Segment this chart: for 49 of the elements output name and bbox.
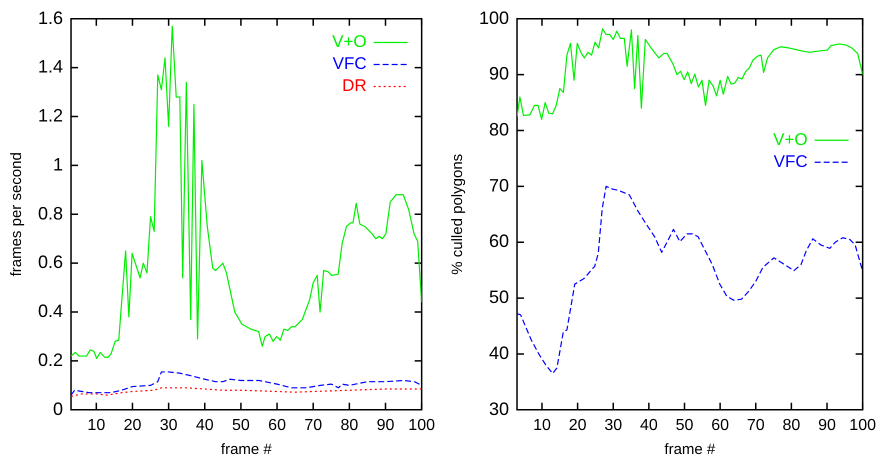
y-tick-label: 1.6 [38, 8, 64, 28]
x-tick-label: 90 [376, 416, 395, 434]
y-tick-label: 100 [478, 8, 510, 28]
legend-label: V+O [332, 32, 367, 52]
x-tick-label: 40 [196, 416, 214, 434]
x-tick-label: 40 [640, 416, 658, 434]
legend-label: DR [342, 76, 367, 96]
legend-label: VFC [774, 152, 808, 171]
y-tick-label: 90 [489, 64, 510, 84]
x-tick-label: 70 [746, 416, 765, 434]
y-tick-label: 40 [489, 342, 510, 363]
x-tick-label: 30 [160, 416, 178, 434]
y-tick-label: 0.4 [38, 301, 64, 322]
x-tick-label: 50 [232, 416, 250, 434]
y-tick-label: 60 [489, 231, 510, 252]
y-tick-label: 0.2 [38, 350, 64, 370]
x-tick-label: 70 [304, 416, 322, 434]
y-tick-label: 1.2 [38, 106, 64, 126]
x-tick-label: 100 [849, 416, 876, 434]
legend-label: VFC [332, 54, 367, 74]
x-axis-title: frame # [220, 441, 272, 458]
y-axis-title: % culled polygons [449, 154, 466, 275]
x-tick-label: 60 [268, 416, 286, 434]
x-tick-label: 100 [408, 416, 436, 434]
x-tick-label: 60 [711, 416, 730, 434]
x-tick-label: 80 [340, 416, 358, 434]
y-tick-label: 50 [489, 287, 510, 308]
x-axis-title: frame # [664, 441, 716, 458]
x-tick-label: 90 [818, 416, 836, 434]
legend-label: V+O [773, 130, 808, 149]
y-tick-label: 1 [53, 154, 64, 174]
x-tick-label: 10 [87, 416, 106, 434]
line-series [71, 371, 422, 396]
y-axis-title: frames per second [8, 152, 26, 276]
line-series [71, 387, 422, 397]
x-tick-label: 50 [676, 416, 694, 434]
y-tick-label: 80 [489, 119, 510, 140]
y-tick-label: 70 [489, 175, 510, 196]
y-tick-label: 30 [489, 398, 510, 419]
y-tick-label: 0 [53, 398, 64, 419]
x-tick-label: 80 [782, 416, 800, 434]
x-tick-label: 20 [124, 416, 142, 434]
y-tick-label: 1.4 [38, 56, 64, 77]
line-series [517, 186, 863, 374]
y-tick-label: 0.8 [38, 203, 64, 224]
x-tick-label: 20 [568, 416, 587, 434]
y-tick-label: 0.6 [38, 252, 64, 272]
x-tick-label: 30 [604, 416, 622, 434]
x-tick-label: 10 [533, 416, 551, 434]
